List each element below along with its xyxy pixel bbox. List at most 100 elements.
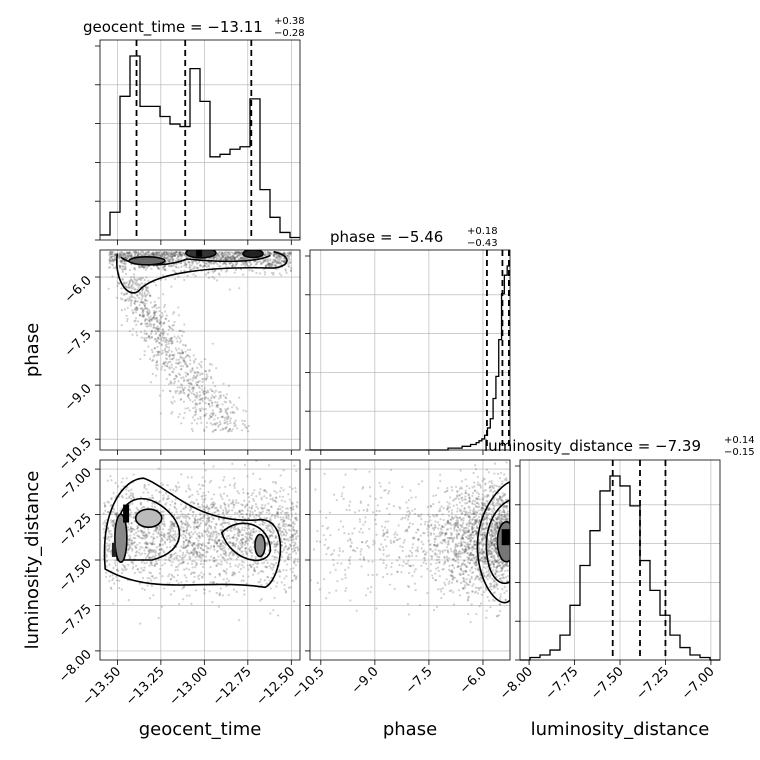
pl-point [364, 541, 367, 544]
gp-point [137, 264, 141, 268]
gp-point [288, 251, 291, 254]
gp-point [162, 332, 165, 335]
pl-point [483, 574, 486, 577]
pl-point [451, 558, 454, 561]
gp-point [113, 257, 116, 261]
pl-point [478, 505, 481, 508]
gl-point [168, 536, 171, 539]
gp-point [221, 251, 224, 254]
gl-point [254, 502, 257, 506]
gp-point [270, 265, 274, 268]
gl-point [289, 524, 292, 527]
gp-point [173, 254, 176, 258]
gl-point [222, 569, 225, 572]
gp-point [146, 289, 149, 292]
gl-point [235, 558, 238, 561]
gl-point [228, 552, 231, 555]
gl-point [275, 585, 278, 588]
gp-point [201, 397, 204, 400]
gl-point [219, 523, 222, 526]
gp-point [226, 269, 229, 272]
gp-point [172, 254, 175, 257]
gl-point [241, 509, 244, 512]
gl-point [143, 542, 146, 545]
gl-point [289, 506, 293, 509]
gl-point [169, 554, 172, 557]
gl-point [197, 544, 200, 547]
gl-point [146, 534, 149, 537]
gp-point [267, 262, 270, 266]
gp-point [266, 259, 269, 262]
gp-point [230, 258, 234, 261]
gl-point [199, 487, 202, 490]
gp-point [165, 354, 168, 357]
pl-point [459, 469, 462, 472]
gp-point [209, 399, 212, 402]
gl-point [248, 549, 251, 552]
gl-point [201, 534, 204, 537]
gl-point [213, 541, 217, 544]
gl-point [241, 533, 244, 537]
gl-point [153, 548, 156, 552]
gl-point [200, 543, 203, 546]
gp-point [134, 283, 137, 286]
gl-point [201, 548, 204, 551]
gp-point [147, 316, 150, 319]
gl-point [289, 586, 292, 589]
gp-point [198, 398, 201, 401]
gp-point [216, 416, 219, 420]
pl-point [332, 493, 336, 496]
gl-point [225, 509, 228, 513]
gl-point [171, 561, 174, 564]
gp-point [170, 252, 174, 255]
gp-point [174, 259, 178, 262]
gp-point [171, 260, 174, 263]
gp-point [210, 363, 213, 366]
gp-point [161, 314, 164, 317]
gl-point [129, 494, 132, 497]
gp-point [187, 260, 191, 263]
gl-point [208, 481, 211, 484]
gp-point [107, 287, 110, 290]
gp-point [268, 264, 271, 267]
gp-point [174, 366, 178, 369]
gp-ytick-label-1: −9.0 [62, 381, 95, 414]
gp-point [149, 315, 152, 318]
gp-point [162, 293, 165, 296]
gl-point [186, 524, 190, 527]
gp-point [142, 301, 145, 304]
gp-point [203, 358, 207, 361]
gl-point [206, 514, 209, 517]
gl-point [205, 559, 208, 563]
gl-point [244, 532, 248, 535]
gl-point [162, 514, 165, 517]
gl-point [212, 505, 215, 508]
gl-point [287, 546, 290, 550]
gl-point [272, 532, 275, 535]
gl-point [182, 540, 185, 543]
gp-point [224, 401, 228, 404]
gl-point [162, 510, 165, 513]
gp-point [127, 299, 130, 302]
gl-point [215, 542, 218, 545]
gp-point [286, 251, 289, 255]
gl-point [240, 538, 243, 542]
gl-point [103, 502, 106, 505]
gp-point [207, 402, 210, 406]
gp-point [187, 256, 190, 259]
gp-point [169, 253, 172, 256]
gp-point [168, 337, 171, 340]
pl-point [456, 525, 460, 529]
gl-point [197, 577, 201, 581]
gp-point [190, 392, 193, 395]
gl-point [200, 553, 203, 556]
gl-point [289, 556, 293, 559]
gp-point [273, 252, 276, 256]
gl-point [194, 515, 198, 518]
gl-point [145, 546, 148, 549]
gl-point [273, 556, 276, 559]
gp-point [169, 326, 172, 330]
gl-point [283, 588, 286, 591]
gl-point [289, 553, 292, 556]
gp-point [198, 390, 201, 394]
